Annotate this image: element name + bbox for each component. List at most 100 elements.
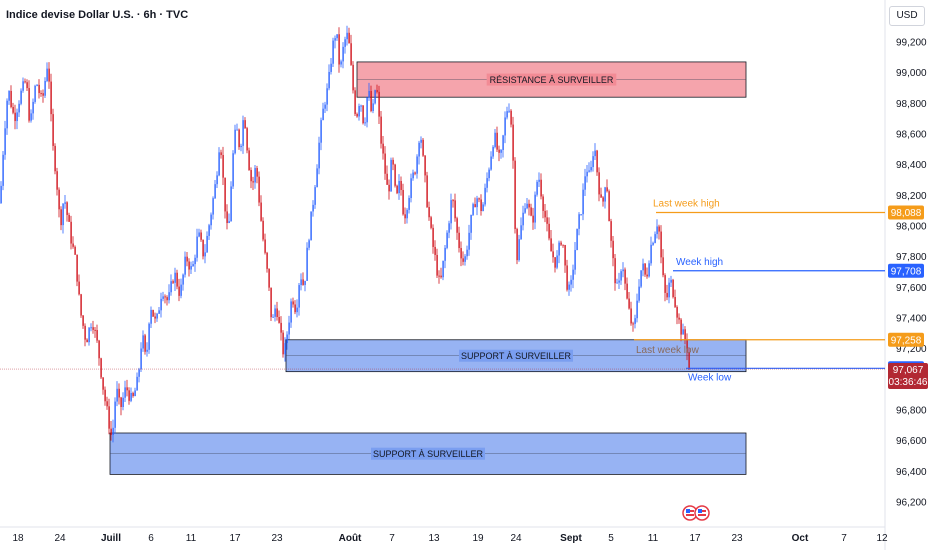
candle-body	[526, 203, 528, 209]
candle-body	[202, 239, 204, 257]
level-price-tag: 97,708	[888, 263, 924, 278]
candle-body	[670, 279, 672, 283]
candle-body	[354, 90, 356, 114]
candle-body	[462, 258, 464, 262]
candle-body	[544, 210, 546, 218]
candle-body	[640, 270, 642, 287]
candle-body	[460, 248, 462, 259]
candle-body	[288, 322, 290, 335]
candle-body	[2, 154, 4, 186]
y-tick-label: 97,400	[896, 314, 927, 325]
tag-bg	[888, 263, 924, 278]
candle-body	[270, 287, 272, 318]
candle-body	[134, 390, 136, 397]
candle-body	[668, 282, 670, 298]
candle-body	[680, 319, 682, 335]
candle-body	[612, 240, 614, 259]
candle-body	[338, 34, 340, 65]
candle-body	[366, 97, 368, 123]
candle-body	[358, 106, 360, 117]
candle-body	[580, 214, 582, 216]
candle-body	[248, 150, 250, 171]
candle-body	[540, 179, 542, 197]
candle-body	[192, 264, 194, 267]
x-tick-label: 7	[841, 533, 847, 544]
y-tick-label: 98,600	[896, 130, 927, 141]
candle-body	[522, 212, 524, 226]
x-tick-label: 18	[12, 533, 24, 544]
zone-label: SUPPORT À SURVEILLER	[373, 449, 484, 459]
candle-body	[108, 406, 110, 429]
tag-value: 98,088	[891, 208, 922, 219]
candle-body	[86, 339, 88, 343]
candle-body	[488, 169, 490, 179]
candle-body	[146, 349, 148, 352]
x-tick-label: 17	[689, 533, 701, 544]
candle-body	[156, 313, 158, 319]
candle-body	[260, 202, 262, 221]
candle-body	[570, 279, 572, 285]
candle-body	[394, 164, 396, 186]
candle-body	[90, 327, 92, 329]
candle-body	[648, 263, 650, 277]
candle-body	[8, 90, 10, 101]
candle-body	[404, 214, 406, 219]
currency-selector[interactable]: USD	[889, 6, 925, 26]
candle-body	[506, 111, 508, 118]
candle-body	[310, 211, 312, 241]
x-tick-label: 17	[229, 533, 241, 544]
candle-body	[218, 152, 220, 176]
candle-body	[598, 172, 600, 195]
candle-body	[550, 238, 552, 252]
candle-body	[682, 329, 684, 335]
candle-body	[346, 32, 348, 40]
current-price-value: 97,067	[893, 365, 924, 376]
candle-body	[434, 246, 436, 255]
candle-body	[148, 323, 150, 350]
candle-body	[240, 145, 242, 148]
candle-body	[206, 235, 208, 253]
candle-body	[322, 108, 324, 121]
candle-body	[62, 203, 64, 226]
chart-title: Indice devise Dollar U.S. · 6h · TVC	[6, 9, 189, 21]
candle-body	[654, 234, 656, 243]
candle-body	[626, 283, 628, 299]
candle-body	[482, 204, 484, 212]
candle-body	[44, 81, 46, 96]
candle-body	[272, 316, 274, 318]
candle-body	[254, 168, 256, 183]
candle-body	[298, 285, 300, 308]
candle-body	[658, 226, 660, 232]
candle-body	[584, 176, 586, 190]
candle-body	[126, 387, 128, 391]
candle-body	[100, 358, 102, 378]
candle-body	[684, 329, 686, 340]
candle-body	[130, 393, 132, 401]
candle-body	[18, 103, 20, 113]
candle-body	[414, 172, 416, 174]
candle-body	[606, 187, 608, 192]
candle-body	[378, 91, 380, 117]
candle-body	[172, 281, 174, 283]
candle-body	[208, 225, 210, 236]
countdown-timer: 03:36:46	[889, 377, 928, 388]
candle-body	[514, 160, 516, 229]
level-price-tag: 98,088	[888, 205, 924, 220]
y-tick-label: 99,000	[896, 68, 927, 79]
candle-body	[26, 82, 28, 89]
candle-body	[164, 296, 166, 298]
candle-body	[676, 306, 678, 318]
candle-body	[82, 315, 84, 326]
x-tick-label: 19	[472, 533, 484, 544]
candle-body	[312, 204, 314, 212]
candle-body	[390, 159, 392, 192]
y-tick-label: 98,000	[896, 222, 927, 233]
candle-body	[556, 255, 558, 268]
candle-body	[194, 257, 196, 265]
candle-body	[642, 263, 644, 271]
candle-body	[230, 186, 232, 222]
candle-body	[398, 180, 400, 194]
x-tick-label: Août	[339, 533, 362, 544]
candle-body	[138, 369, 140, 377]
